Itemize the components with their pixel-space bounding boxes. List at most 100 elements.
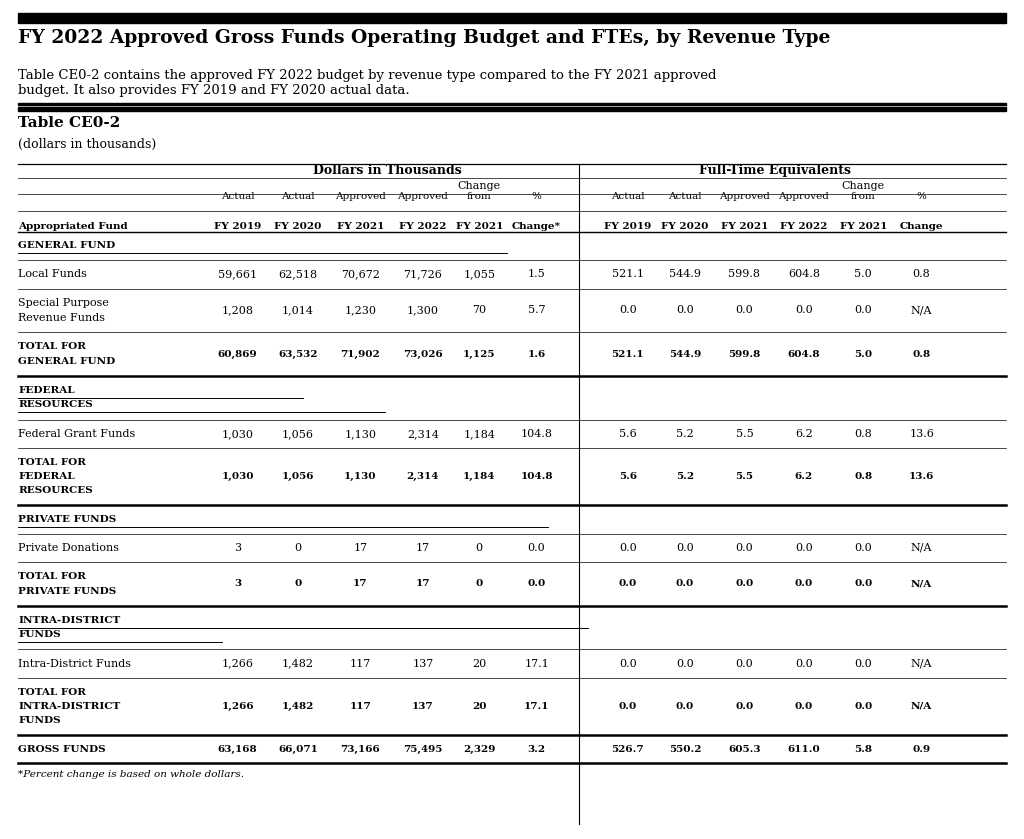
Text: 544.9: 544.9 <box>669 350 701 358</box>
Text: 0.0: 0.0 <box>735 702 754 711</box>
Text: FY 2022: FY 2022 <box>780 221 827 231</box>
Text: 70,672: 70,672 <box>341 269 380 279</box>
Text: 0.0: 0.0 <box>735 543 754 553</box>
Text: 0.0: 0.0 <box>676 305 694 315</box>
Text: 17: 17 <box>416 580 430 588</box>
Text: Approved: Approved <box>335 192 386 201</box>
Text: 104.8: 104.8 <box>520 429 553 439</box>
Text: Private Donations: Private Donations <box>18 543 120 553</box>
Text: 0.0: 0.0 <box>618 305 637 315</box>
Text: 0.0: 0.0 <box>676 543 694 553</box>
Text: 3.2: 3.2 <box>527 745 546 753</box>
Text: 599.8: 599.8 <box>728 269 761 279</box>
Text: 1,055: 1,055 <box>463 269 496 279</box>
Text: 5.7: 5.7 <box>527 305 546 315</box>
Text: 1,184: 1,184 <box>463 472 496 481</box>
Text: 20: 20 <box>472 659 486 669</box>
Text: 13.6: 13.6 <box>909 472 934 481</box>
Text: 0.0: 0.0 <box>795 702 813 711</box>
Text: FY 2020: FY 2020 <box>274 221 322 231</box>
Text: 62,518: 62,518 <box>279 269 317 279</box>
Text: Change: Change <box>900 221 943 231</box>
Text: 5.0: 5.0 <box>854 269 872 279</box>
Text: Revenue Funds: Revenue Funds <box>18 313 105 322</box>
Text: FY 2021: FY 2021 <box>840 221 887 231</box>
Text: N/A: N/A <box>911 702 932 711</box>
Text: 1,300: 1,300 <box>407 305 439 315</box>
Text: 0.8: 0.8 <box>912 350 931 358</box>
Text: 5.0: 5.0 <box>854 350 872 358</box>
Bar <box>18 103 1006 105</box>
Text: 521.1: 521.1 <box>611 350 644 358</box>
Text: Change: Change <box>842 181 885 190</box>
Text: 0.0: 0.0 <box>854 659 872 669</box>
Text: Full-Time Equivalents: Full-Time Equivalents <box>698 164 851 177</box>
Text: GENERAL FUND: GENERAL FUND <box>18 357 116 366</box>
Text: TOTAL FOR: TOTAL FOR <box>18 342 86 352</box>
Text: 604.8: 604.8 <box>787 350 820 358</box>
Text: 13.6: 13.6 <box>909 429 934 439</box>
Text: 0.0: 0.0 <box>795 305 813 315</box>
Text: FEDERAL: FEDERAL <box>18 386 75 395</box>
Text: 17: 17 <box>353 580 368 588</box>
Text: 17.1: 17.1 <box>524 659 549 669</box>
Text: 1,230: 1,230 <box>344 305 377 315</box>
Text: *Percent change is based on whole dollars.: *Percent change is based on whole dollar… <box>18 770 245 779</box>
Text: FUNDS: FUNDS <box>18 630 61 639</box>
Text: 137: 137 <box>412 702 434 711</box>
Text: FY 2021: FY 2021 <box>456 221 503 231</box>
Text: (dollars in thousands): (dollars in thousands) <box>18 138 157 150</box>
Text: 0.0: 0.0 <box>854 580 872 588</box>
Text: 63,168: 63,168 <box>218 745 257 753</box>
Text: 1.6: 1.6 <box>527 350 546 358</box>
Bar <box>18 107 1006 111</box>
Text: Actual: Actual <box>611 192 644 201</box>
Text: 1,014: 1,014 <box>282 305 314 315</box>
Text: 2,314: 2,314 <box>407 429 439 439</box>
Text: 0: 0 <box>295 543 301 553</box>
Text: 1,130: 1,130 <box>344 472 377 481</box>
Text: 0.0: 0.0 <box>795 543 813 553</box>
Text: 17: 17 <box>416 543 430 553</box>
Text: 5.6: 5.6 <box>618 472 637 481</box>
Text: 0.8: 0.8 <box>854 472 872 481</box>
Text: 604.8: 604.8 <box>787 269 820 279</box>
Text: 0.8: 0.8 <box>912 269 931 279</box>
Text: 1,266: 1,266 <box>221 659 254 669</box>
Text: from: from <box>467 192 492 201</box>
Text: 0.0: 0.0 <box>527 580 546 588</box>
Text: 1,130: 1,130 <box>344 429 377 439</box>
Text: 5.5: 5.5 <box>735 472 754 481</box>
Text: FY 2019: FY 2019 <box>604 221 651 231</box>
Text: Local Funds: Local Funds <box>18 269 87 279</box>
Text: 5.5: 5.5 <box>735 429 754 439</box>
Text: GENERAL FUND: GENERAL FUND <box>18 242 116 250</box>
Text: 1,030: 1,030 <box>221 429 254 439</box>
Text: 104.8: 104.8 <box>520 472 553 481</box>
Text: N/A: N/A <box>911 659 932 669</box>
Text: 3: 3 <box>234 580 241 588</box>
Text: FY 2022: FY 2022 <box>399 221 446 231</box>
Text: 66,071: 66,071 <box>279 745 317 753</box>
Text: Approved: Approved <box>397 192 449 201</box>
Bar <box>18 13 1006 23</box>
Text: 1,266: 1,266 <box>221 702 254 711</box>
Text: 0.0: 0.0 <box>735 305 754 315</box>
Text: Change*: Change* <box>512 221 561 231</box>
Text: 0.0: 0.0 <box>735 580 754 588</box>
Text: 5.8: 5.8 <box>854 745 872 753</box>
Text: 0: 0 <box>475 580 483 588</box>
Text: 17.1: 17.1 <box>524 702 549 711</box>
Text: 1,482: 1,482 <box>282 659 314 669</box>
Text: Change: Change <box>458 181 501 190</box>
Text: Appropriated Fund: Appropriated Fund <box>18 221 128 231</box>
Text: 73,026: 73,026 <box>403 350 442 358</box>
Text: 1,208: 1,208 <box>221 305 254 315</box>
Text: 0.0: 0.0 <box>618 580 637 588</box>
Text: 0.0: 0.0 <box>527 543 546 553</box>
Text: Intra-District Funds: Intra-District Funds <box>18 659 131 669</box>
Text: 0.0: 0.0 <box>618 659 637 669</box>
Text: Approved: Approved <box>778 192 829 201</box>
Text: Actual: Actual <box>221 192 254 201</box>
Text: PRIVATE FUNDS: PRIVATE FUNDS <box>18 515 117 524</box>
